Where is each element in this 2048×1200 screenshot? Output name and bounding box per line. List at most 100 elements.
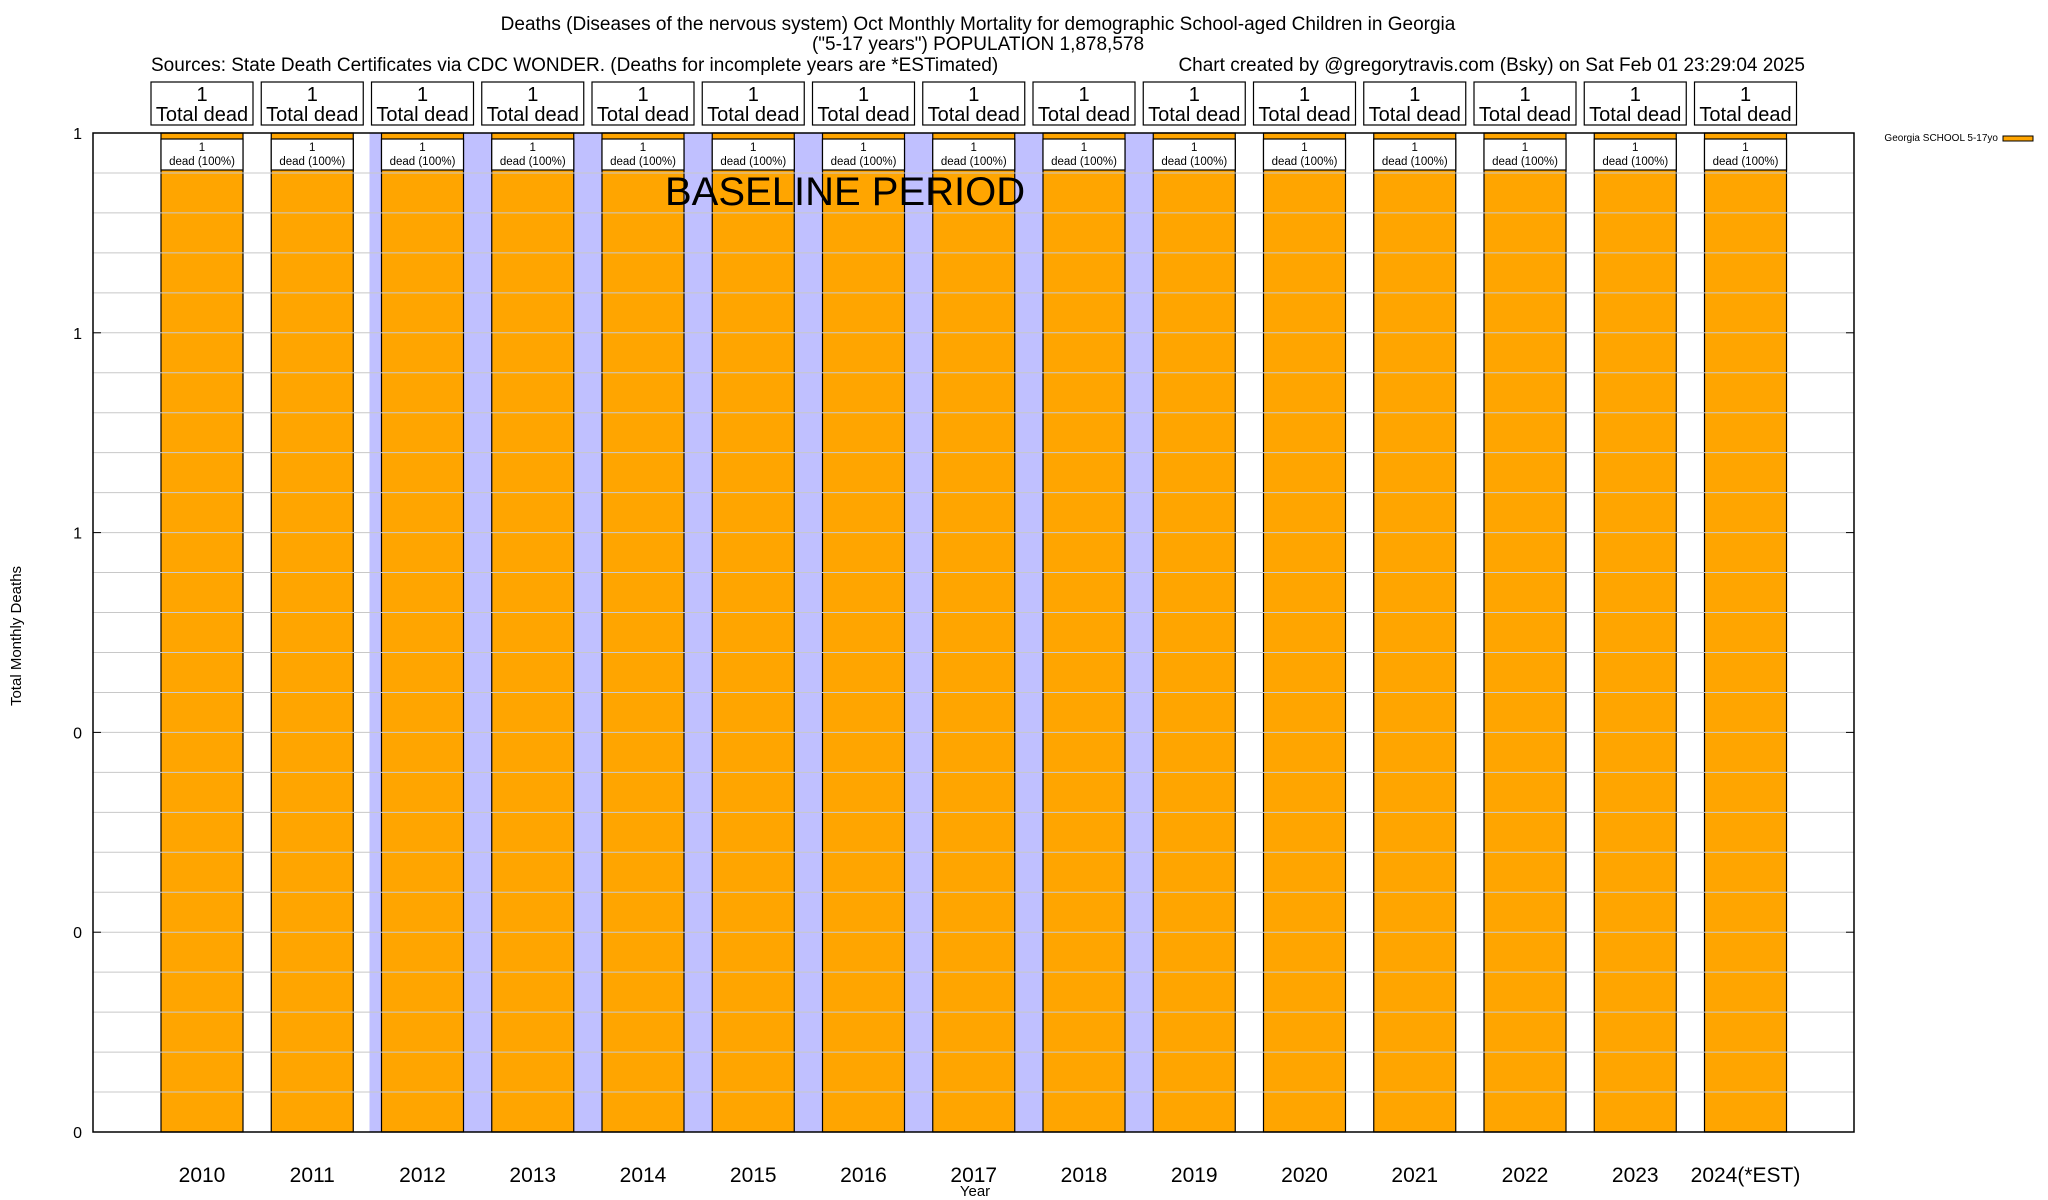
bar-label-caption: dead (100%) — [500, 156, 566, 168]
y-tick-label: 0 — [73, 925, 82, 942]
bar-label-caption: dead (100%) — [1492, 156, 1558, 168]
bar-label-value: 1 — [1412, 142, 1418, 154]
x-axis-label: Year — [960, 1183, 990, 1200]
bar-label-box — [821, 138, 906, 171]
total-dead-caption: Total dead — [487, 104, 579, 126]
total-dead-value: 1 — [1299, 84, 1310, 106]
bar-label-caption: dead (100%) — [831, 156, 897, 168]
chart-title-line-1: Deaths (Diseases of the nervous system) … — [501, 14, 1456, 35]
x-tick-label: 2022 — [1502, 1164, 1549, 1187]
bar-label-box — [601, 138, 685, 171]
total-dead-caption: Total dead — [817, 104, 909, 126]
bar-label-box — [711, 138, 795, 171]
bar-label-caption: dead (100%) — [1272, 156, 1338, 168]
total-dead-value: 1 — [968, 84, 979, 106]
bar-2014 — [601, 132, 685, 1133]
annotation-baseline-period: BASELINE PERIOD — [665, 170, 1025, 214]
total-dead-box — [701, 81, 805, 126]
bar-label-box — [1483, 138, 1567, 171]
bar-label-box — [270, 138, 354, 171]
bar-label-box — [932, 138, 1016, 171]
bar-2018 — [1042, 132, 1126, 1133]
bar-2024(*EST) — [1703, 132, 1788, 1133]
x-tick-label: 2019 — [1171, 1164, 1218, 1187]
bar-label-value: 1 — [750, 142, 756, 154]
bar-label-caption: dead (100%) — [1602, 156, 1668, 168]
legend-swatch — [2002, 135, 2034, 142]
total-dead-box — [1142, 81, 1246, 126]
bar-label-box — [1042, 138, 1126, 171]
bar-2019 — [1152, 132, 1236, 1133]
bar-label-box — [1373, 138, 1457, 171]
bar-2020 — [1262, 132, 1347, 1133]
total-dead-value: 1 — [1409, 84, 1420, 106]
x-tick-label: 2024(*EST) — [1691, 1164, 1801, 1187]
legend-label: Georgia SCHOOL 5-17yo — [1884, 133, 1998, 144]
total-dead-box — [150, 81, 254, 126]
bar-label-value: 1 — [1632, 142, 1638, 154]
bar-2011 — [270, 132, 354, 1133]
total-dead-box — [1032, 81, 1136, 126]
chart-credit: Chart created by @gregorytravis.com (Bsk… — [1178, 55, 1805, 76]
total-dead-caption: Total dead — [1258, 104, 1350, 126]
bar-label-value: 1 — [971, 142, 977, 154]
bar-label-caption: dead (100%) — [1161, 156, 1227, 168]
bar-2022 — [1483, 132, 1567, 1133]
bar-2013 — [491, 132, 575, 1133]
total-dead-caption: Total dead — [376, 104, 468, 126]
total-dead-caption: Total dead — [1369, 104, 1461, 126]
bar-label-box — [1703, 138, 1788, 171]
bar-label-caption: dead (100%) — [279, 156, 345, 168]
bar-label-value: 1 — [309, 142, 315, 154]
bar-label-box — [1152, 138, 1236, 171]
bar-label-caption: dead (100%) — [1051, 156, 1117, 168]
total-dead-box — [1583, 81, 1687, 126]
total-dead-box — [1252, 81, 1357, 126]
total-dead-value: 1 — [527, 84, 538, 106]
bar-2010 — [160, 132, 244, 1133]
x-tick-label: 2013 — [509, 1164, 556, 1187]
bar-2012 — [380, 132, 465, 1133]
bar-label-value: 1 — [1301, 142, 1307, 154]
total-dead-caption: Total dead — [597, 104, 689, 126]
bar-label-value: 1 — [419, 142, 425, 154]
total-dead-caption: Total dead — [928, 104, 1020, 126]
total-dead-caption: Total dead — [1589, 104, 1681, 126]
y-tick-label: 0 — [73, 725, 82, 742]
y-tick-label: 0 — [73, 1125, 82, 1142]
x-tick-label: 2021 — [1391, 1164, 1438, 1187]
total-dead-box — [811, 81, 916, 126]
bar-label-value: 1 — [860, 142, 866, 154]
total-dead-box — [922, 81, 1026, 126]
x-tick-label: 2010 — [179, 1164, 226, 1187]
total-dead-caption: Total dead — [707, 104, 799, 126]
bar-label-box — [380, 138, 465, 171]
bar-label-value: 1 — [640, 142, 646, 154]
bar-label-box — [160, 138, 244, 171]
bar-label-caption: dead (100%) — [390, 156, 456, 168]
bar-label-caption: dead (100%) — [610, 156, 676, 168]
bar-2021 — [1373, 132, 1457, 1133]
x-tick-label: 2020 — [1281, 1164, 1328, 1187]
bar-label-value: 1 — [1191, 142, 1197, 154]
total-dead-value: 1 — [748, 84, 759, 106]
total-dead-value: 1 — [637, 84, 648, 106]
total-dead-caption: Total dead — [1148, 104, 1240, 126]
bar-label-caption: dead (100%) — [1382, 156, 1448, 168]
total-dead-caption: Total dead — [156, 104, 248, 126]
bar-label-caption: dead (100%) — [941, 156, 1007, 168]
total-dead-value: 1 — [1189, 84, 1200, 106]
total-dead-caption: Total dead — [266, 104, 358, 126]
x-tick-label: 2018 — [1061, 1164, 1108, 1187]
bar-label-value: 1 — [1742, 142, 1748, 154]
x-tick-label: 2014 — [620, 1164, 667, 1187]
plot-frame — [92, 132, 1855, 1133]
total-dead-caption: Total dead — [1699, 104, 1791, 126]
total-dead-box — [1473, 81, 1577, 126]
total-dead-box — [260, 81, 364, 126]
total-dead-box — [370, 81, 475, 126]
total-dead-box — [591, 81, 695, 126]
bar-label-value: 1 — [1081, 142, 1087, 154]
x-tick-label: 2017 — [950, 1164, 997, 1187]
